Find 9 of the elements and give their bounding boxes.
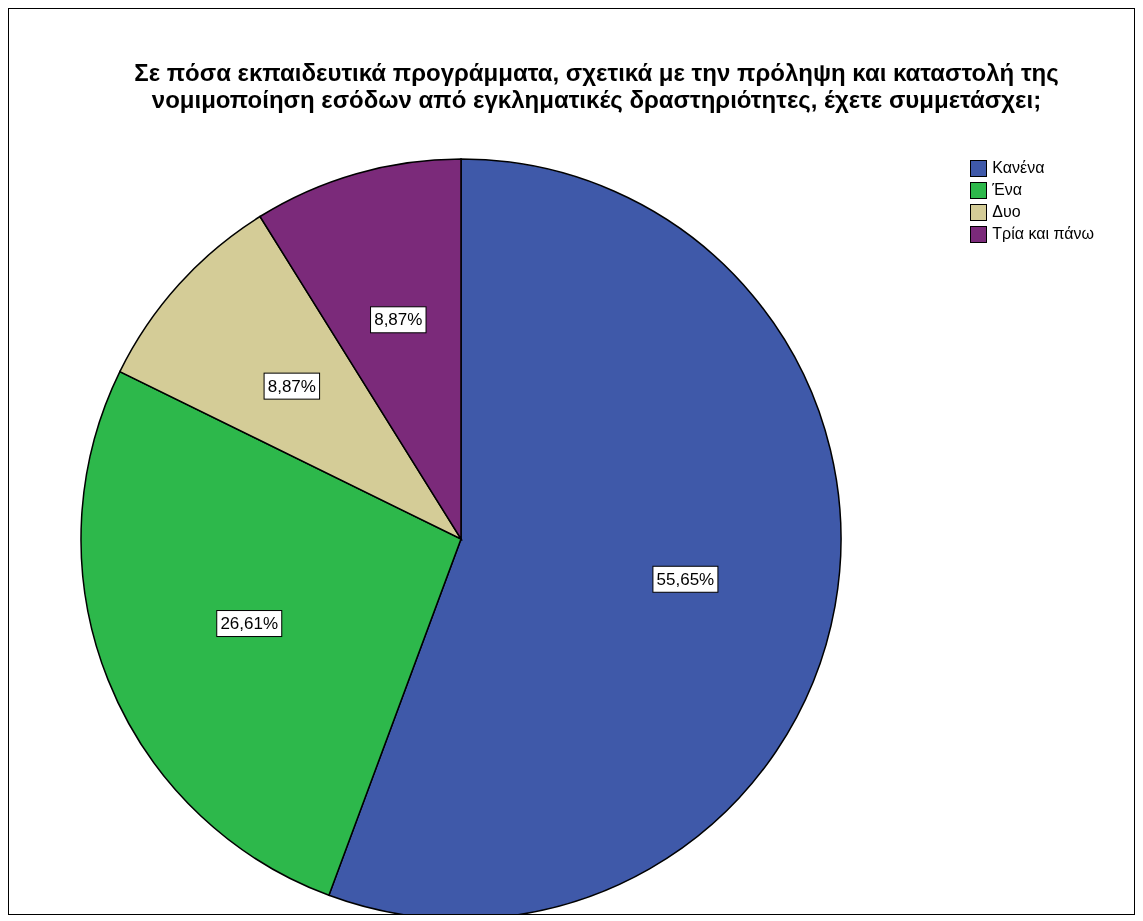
data-label: 8,87% <box>267 376 316 396</box>
data-label: 8,87% <box>374 310 423 330</box>
data-label: 55,65% <box>656 569 715 589</box>
legend-label: Ένα <box>992 181 1023 199</box>
legend-label: Δυο <box>992 203 1021 221</box>
data-label: 26,61% <box>220 614 279 634</box>
legend-label: Κανένα <box>992 159 1045 177</box>
chart-title: Σε πόσα εκπαιδευτικά προγράμματα, σχετικά με την πρόληψη και καταστολή της νομιμοποίηση εσόδων από εγκληματικές δραστηριότητες, έχετε συμμετάσχει; <box>133 59 1060 113</box>
legend-label: Τρία και πάνω <box>992 225 1094 243</box>
